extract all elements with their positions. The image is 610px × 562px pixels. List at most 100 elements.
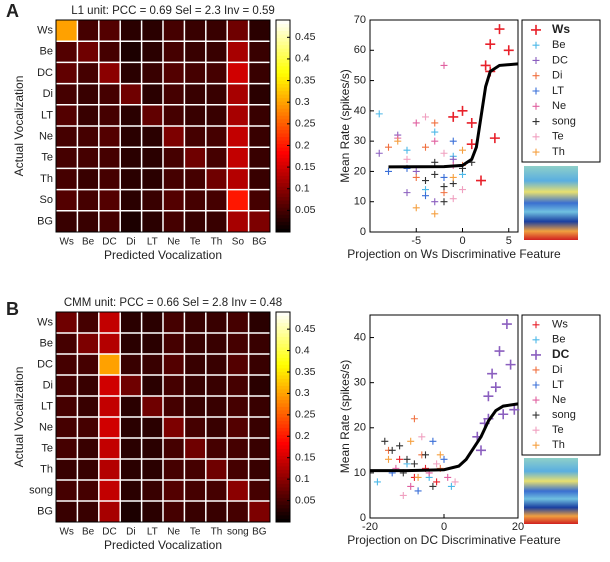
y-tick-label: Te bbox=[41, 152, 53, 164]
point bbox=[396, 455, 404, 463]
colorbar-tick-label: 0.45 bbox=[295, 31, 316, 43]
colorbar-step bbox=[276, 189, 290, 194]
heatmap-cell bbox=[248, 189, 271, 212]
colorbar-step bbox=[276, 385, 290, 390]
y-tick-label: Be bbox=[40, 337, 53, 349]
heatmap-cell bbox=[227, 210, 249, 233]
heatmap-cell bbox=[205, 375, 228, 397]
colorbar-step bbox=[276, 97, 290, 102]
colorbar-step bbox=[276, 30, 290, 35]
colorbar-step bbox=[276, 487, 290, 491]
heatmap-cell bbox=[56, 62, 78, 84]
heatmap-cell bbox=[77, 20, 100, 42]
legend-label: LT bbox=[552, 379, 564, 391]
point bbox=[494, 346, 505, 357]
y-tick-label: song bbox=[29, 484, 53, 496]
heatmap-cell bbox=[141, 210, 164, 233]
point bbox=[399, 491, 407, 499]
colorbar-step bbox=[276, 44, 290, 49]
heatmap-cell bbox=[77, 189, 100, 212]
heatmap-cell bbox=[163, 104, 185, 127]
point bbox=[394, 137, 402, 145]
point bbox=[440, 189, 448, 197]
x-tick-label: song bbox=[227, 527, 249, 538]
legend-marker bbox=[532, 366, 540, 374]
colorbar-step bbox=[276, 69, 290, 74]
heatmap-cell bbox=[77, 396, 100, 418]
heatmap-cell bbox=[56, 333, 78, 355]
point bbox=[466, 117, 477, 128]
y-tick-label: 30 bbox=[354, 135, 366, 147]
point bbox=[410, 415, 418, 423]
heatmap-cell bbox=[98, 210, 121, 233]
legend-label: Be bbox=[552, 39, 565, 51]
point bbox=[375, 149, 383, 157]
point bbox=[403, 146, 411, 154]
heatmap-cell bbox=[120, 41, 142, 63]
heatmap-cell bbox=[163, 312, 185, 334]
x-tick-label: BG bbox=[252, 237, 267, 248]
heatmap-cell bbox=[184, 210, 207, 233]
point bbox=[483, 391, 494, 402]
legend-marker bbox=[532, 441, 540, 449]
point bbox=[459, 146, 466, 154]
heatmap-cell bbox=[248, 333, 271, 355]
y-tick-label: BG bbox=[37, 505, 53, 517]
heatmap-cell bbox=[184, 189, 207, 212]
legend-marker bbox=[532, 321, 540, 329]
colorbar-step bbox=[276, 62, 290, 67]
colorbar-step bbox=[276, 41, 290, 46]
colorbar-tick-label: 0.4 bbox=[295, 53, 310, 65]
heatmap-cell bbox=[120, 312, 142, 334]
heatmap-cell bbox=[120, 147, 142, 169]
colorbar-step bbox=[276, 459, 290, 463]
y-tick-label: Ws bbox=[37, 316, 53, 328]
colorbar-step bbox=[276, 417, 290, 421]
heatmap-cell bbox=[227, 104, 249, 127]
heatmap-cell bbox=[163, 396, 185, 418]
heatmap-cell bbox=[248, 104, 271, 127]
heatmap-cell bbox=[98, 126, 121, 148]
heatmap-cell bbox=[77, 480, 100, 502]
heatmap-cell bbox=[227, 354, 249, 376]
heatmap-cell bbox=[98, 480, 121, 502]
point bbox=[476, 175, 486, 186]
heatmap-cell bbox=[248, 168, 271, 190]
point bbox=[440, 198, 448, 206]
point bbox=[431, 210, 439, 218]
heatmap-cell bbox=[227, 417, 249, 439]
colorbar-step bbox=[276, 90, 290, 95]
point bbox=[449, 180, 457, 188]
heatmap-cell bbox=[184, 312, 207, 334]
fit-curve bbox=[388, 62, 519, 169]
legend-marker bbox=[532, 133, 540, 141]
heatmap-cell bbox=[163, 333, 185, 355]
y-tick-label: 50 bbox=[354, 74, 366, 86]
colorbar-step bbox=[276, 396, 290, 400]
colorbar-step bbox=[276, 455, 290, 460]
heatmap-cell bbox=[98, 501, 121, 523]
heatmap-cell bbox=[205, 83, 228, 106]
colorbar-tick-label: 0.3 bbox=[295, 96, 310, 108]
heatmap-cell bbox=[141, 459, 164, 481]
colorbar-step bbox=[276, 200, 290, 205]
y-tick-label: Te bbox=[41, 442, 53, 454]
point bbox=[414, 487, 422, 495]
heatmap-cell bbox=[56, 459, 78, 481]
point bbox=[447, 482, 455, 490]
y-tick-label: Be bbox=[40, 46, 53, 58]
colorbar-step bbox=[276, 154, 290, 159]
colorbar-step bbox=[276, 469, 290, 474]
point bbox=[494, 24, 505, 35]
colorbar-tick-label: 0.05 bbox=[295, 204, 316, 216]
colorbar-step bbox=[276, 171, 290, 176]
point bbox=[429, 482, 437, 490]
panel-label: A bbox=[6, 1, 19, 21]
colorbar-step bbox=[276, 347, 290, 351]
point bbox=[412, 173, 420, 181]
colorbar-step bbox=[276, 501, 290, 505]
colorbar-step bbox=[276, 480, 290, 484]
colorbar-frame bbox=[275, 19, 291, 233]
colorbar-step bbox=[276, 319, 290, 323]
colorbar-step bbox=[276, 186, 290, 190]
